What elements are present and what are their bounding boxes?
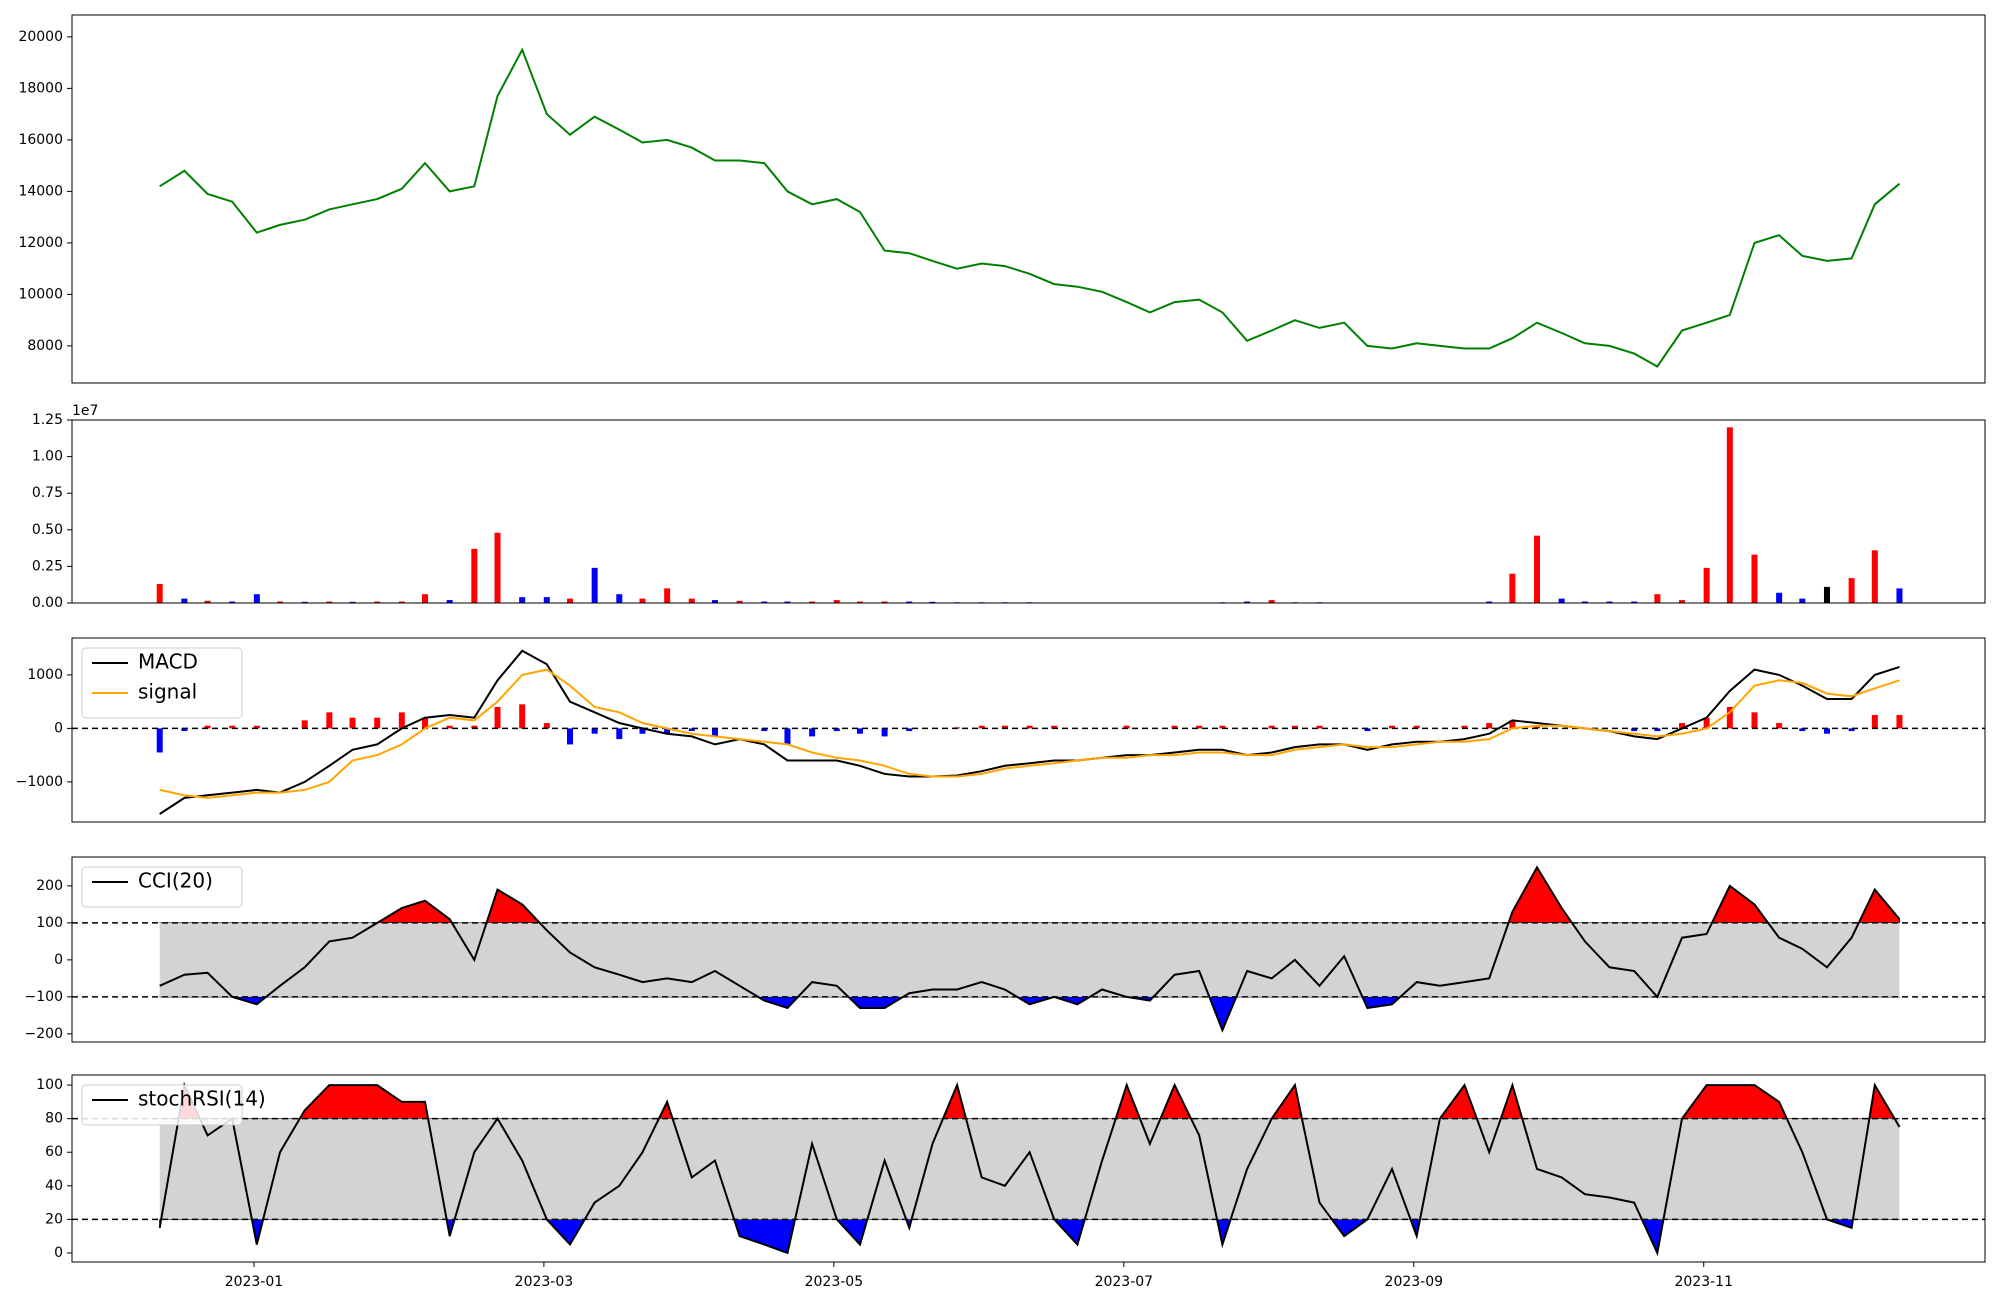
- histogram-bar: [784, 728, 790, 744]
- y-tick-label: 0: [54, 720, 63, 736]
- histogram-bar: [882, 728, 888, 736]
- y-tick-label: 0.75: [32, 485, 63, 501]
- histogram-bar: [1824, 728, 1830, 733]
- histogram-bar: [857, 728, 863, 733]
- panel-frame: [72, 420, 1985, 603]
- volume-bar: [1896, 588, 1902, 603]
- y-tick-label: −200: [25, 1026, 63, 1042]
- y-tick-label: −100: [25, 989, 63, 1005]
- y-tick-label: 18000: [18, 80, 63, 96]
- volume-bar: [1704, 568, 1710, 603]
- y-tick-label: −1000: [16, 774, 63, 790]
- price-line: [160, 50, 1900, 367]
- volume-bar: [689, 599, 695, 603]
- volume-bar: [1751, 555, 1757, 603]
- offset-text: 1e7: [72, 403, 98, 419]
- y-tick-label: 40: [45, 1178, 63, 1194]
- volume-bar: [639, 599, 645, 603]
- legend-label: signal: [138, 680, 197, 704]
- histogram-bar: [1896, 715, 1902, 728]
- volume-bar: [1799, 599, 1805, 603]
- legend-label: MACD: [138, 650, 198, 674]
- x-tick-label: 2023-11: [1674, 1274, 1733, 1290]
- volume-bar: [664, 588, 670, 603]
- histogram-bar: [809, 728, 815, 736]
- histogram-bar: [1751, 712, 1757, 728]
- histogram-bar: [399, 712, 405, 728]
- x-tick-label: 2023-07: [1095, 1274, 1154, 1290]
- y-tick-label: 0: [54, 1245, 63, 1261]
- volume-bar: [592, 568, 598, 603]
- y-tick-label: 80: [45, 1111, 63, 1127]
- y-tick-label: 20: [45, 1211, 63, 1227]
- histogram-bar: [1776, 723, 1782, 728]
- panel-frame: [72, 15, 1985, 383]
- y-tick-label: 0: [54, 952, 63, 968]
- volume-bar: [1824, 587, 1830, 603]
- volume-bar: [1849, 578, 1855, 603]
- volume-bar: [519, 597, 525, 603]
- x-tick-label: 2023-09: [1385, 1274, 1444, 1290]
- y-tick-label: 12000: [18, 235, 63, 251]
- histogram-bar: [495, 707, 501, 728]
- y-tick-label: 20000: [18, 29, 63, 45]
- volume-bar: [471, 549, 477, 603]
- volume-bar: [1776, 593, 1782, 603]
- y-tick-label: 100: [36, 1077, 63, 1093]
- volume-bar: [422, 594, 428, 603]
- volume-bar: [1534, 536, 1540, 603]
- y-tick-label: 1000: [27, 667, 63, 683]
- y-tick-label: 14000: [18, 183, 63, 199]
- neutral-band: [160, 923, 1900, 997]
- y-tick-label: 0.25: [32, 558, 63, 574]
- volume-bar: [1872, 550, 1878, 603]
- histogram-bar: [326, 712, 332, 728]
- volume-bar: [567, 599, 573, 603]
- volume-bar: [1559, 599, 1565, 603]
- volume-bar: [181, 599, 187, 603]
- histogram-bar: [350, 718, 356, 729]
- histogram-bar: [519, 704, 525, 728]
- neutral-band: [160, 1119, 1900, 1220]
- indicator-line: [160, 670, 1900, 798]
- volume-bar: [495, 533, 501, 603]
- histogram-bar: [616, 728, 622, 739]
- x-tick-label: 2023-01: [225, 1274, 284, 1290]
- histogram-bar: [374, 718, 380, 729]
- x-tick-label: 2023-03: [515, 1274, 574, 1290]
- x-tick-label: 2023-05: [805, 1274, 864, 1290]
- legend-label: stochRSI(14): [138, 1087, 266, 1111]
- volume-bar: [1654, 594, 1660, 603]
- histogram-bar: [1872, 715, 1878, 728]
- y-tick-label: 16000: [18, 132, 63, 148]
- histogram-bar: [567, 728, 573, 744]
- volume-bar: [157, 584, 163, 603]
- y-tick-label: 60: [45, 1144, 63, 1160]
- y-tick-label: 1.25: [32, 412, 63, 428]
- histogram-bar: [157, 728, 163, 752]
- histogram-bar: [302, 720, 308, 728]
- histogram-bar: [1486, 723, 1492, 728]
- volume-bar: [1727, 427, 1733, 603]
- volume-bar: [1509, 574, 1515, 603]
- y-tick-label: 0.50: [32, 522, 63, 538]
- volume-bar: [254, 594, 260, 603]
- y-tick-label: 1.00: [32, 449, 63, 465]
- volume-bar: [544, 597, 550, 603]
- y-tick-label: 0.00: [32, 595, 63, 611]
- y-tick-label: 100: [36, 915, 63, 931]
- legend-label: CCI(20): [138, 869, 213, 893]
- histogram-bar: [592, 728, 598, 733]
- volume-bar: [616, 594, 622, 603]
- y-tick-label: 8000: [27, 338, 63, 354]
- y-tick-label: 200: [36, 878, 63, 894]
- y-tick-label: 10000: [18, 286, 63, 302]
- histogram-bar: [544, 723, 550, 728]
